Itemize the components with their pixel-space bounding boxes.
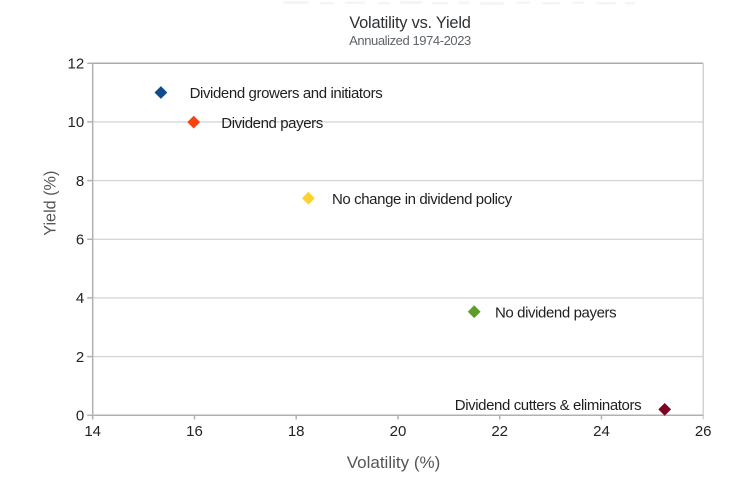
svg-text:Dividend payers: Dividend payers — [221, 115, 323, 132]
svg-text:Volatility vs. Yield: Volatility vs. Yield — [349, 14, 470, 32]
svg-text:24: 24 — [593, 423, 610, 440]
svg-text:22: 22 — [491, 423, 508, 440]
svg-text:Annualized 1974-2023: Annualized 1974-2023 — [349, 33, 471, 48]
svg-text:4: 4 — [76, 290, 84, 307]
svg-text:14: 14 — [84, 423, 101, 440]
svg-text:6: 6 — [76, 232, 84, 249]
svg-text:20: 20 — [390, 423, 407, 440]
svg-text:Dividend growers and initiator: Dividend growers and initiators — [190, 85, 383, 102]
svg-text:18: 18 — [288, 423, 305, 440]
svg-text:26: 26 — [695, 423, 712, 440]
svg-text:0: 0 — [76, 408, 84, 425]
svg-text:Yield (%): Yield (%) — [41, 171, 59, 236]
svg-text:Dividend cutters & eliminators: Dividend cutters & eliminators — [455, 397, 641, 414]
svg-text:Volatility (%): Volatility (%) — [347, 453, 441, 472]
svg-text:16: 16 — [186, 423, 203, 440]
svg-text:No dividend payers: No dividend payers — [495, 305, 616, 322]
svg-text:12: 12 — [68, 56, 85, 73]
svg-text:No change in dividend policy: No change in dividend policy — [332, 191, 513, 208]
svg-text:10: 10 — [68, 114, 85, 131]
svg-text:8: 8 — [76, 173, 84, 190]
svg-text:2: 2 — [76, 349, 84, 366]
